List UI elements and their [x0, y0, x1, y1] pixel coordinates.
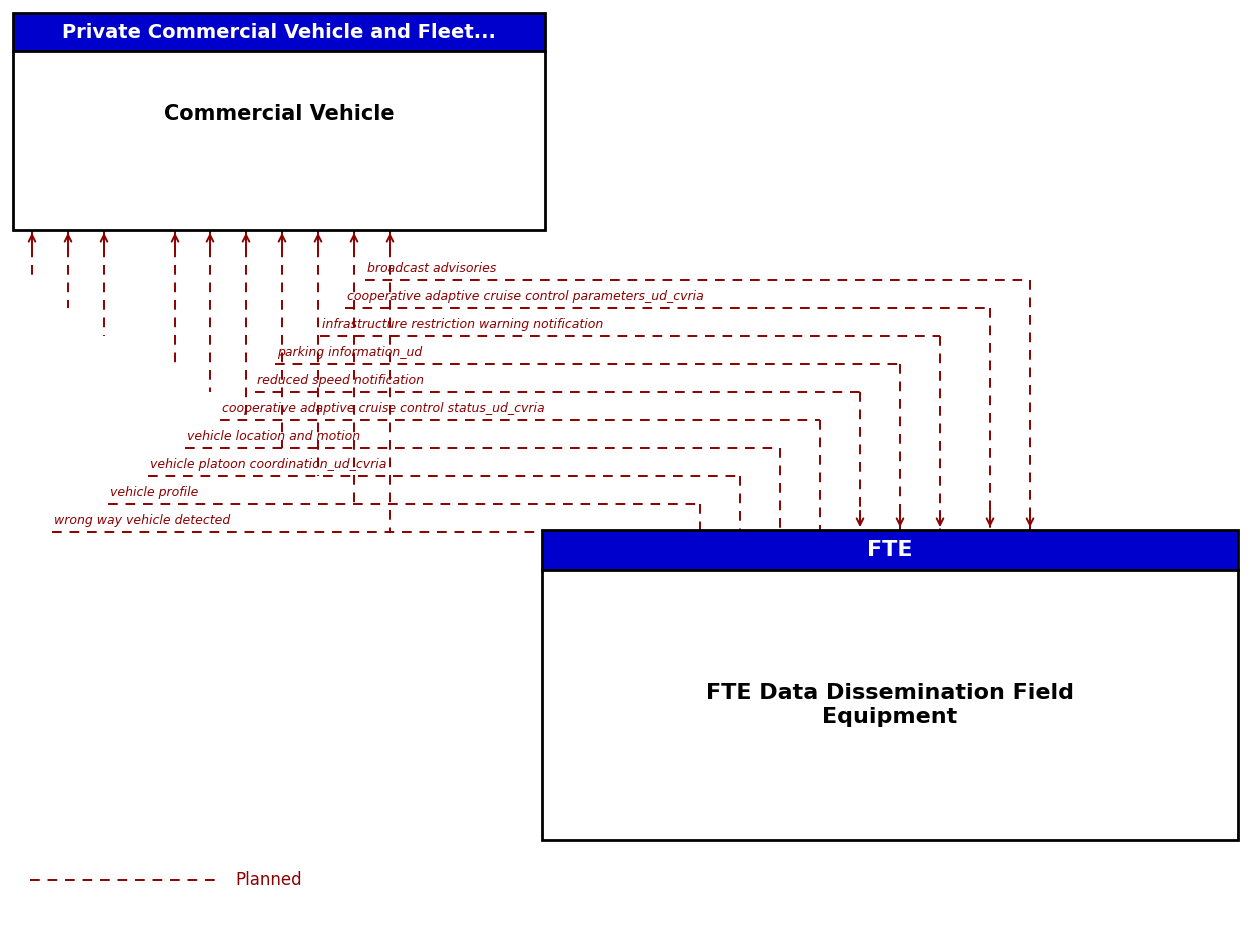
- Bar: [542, 530, 1238, 570]
- Text: cooperative adaptive cruise control parameters_ud_cvria: cooperative adaptive cruise control para…: [347, 290, 704, 303]
- Bar: [13, 13, 545, 51]
- Text: FTE: FTE: [868, 540, 913, 560]
- Bar: [13, 51, 545, 230]
- Text: infrastructure restriction warning notification: infrastructure restriction warning notif…: [322, 318, 603, 331]
- Text: vehicle location and motion: vehicle location and motion: [187, 430, 361, 443]
- Text: broadcast advisories: broadcast advisories: [367, 262, 496, 275]
- Text: wrong way vehicle detected: wrong way vehicle detected: [54, 514, 230, 527]
- Text: FTE Data Dissemination Field
Equipment: FTE Data Dissemination Field Equipment: [706, 683, 1074, 727]
- Bar: [542, 570, 1238, 840]
- Text: Private Commercial Vehicle and Fleet...: Private Commercial Vehicle and Fleet...: [63, 22, 496, 42]
- Text: parking information_ud: parking information_ud: [277, 346, 422, 359]
- Text: reduced speed notification: reduced speed notification: [257, 374, 424, 387]
- Text: vehicle platoon coordination_ud_cvria: vehicle platoon coordination_ud_cvria: [150, 458, 387, 471]
- Text: cooperative adaptive cruise control status_ud_cvria: cooperative adaptive cruise control stat…: [222, 402, 545, 415]
- Text: Planned: Planned: [235, 871, 302, 889]
- Text: vehicle profile: vehicle profile: [110, 486, 198, 499]
- Text: Commercial Vehicle: Commercial Vehicle: [164, 104, 394, 123]
